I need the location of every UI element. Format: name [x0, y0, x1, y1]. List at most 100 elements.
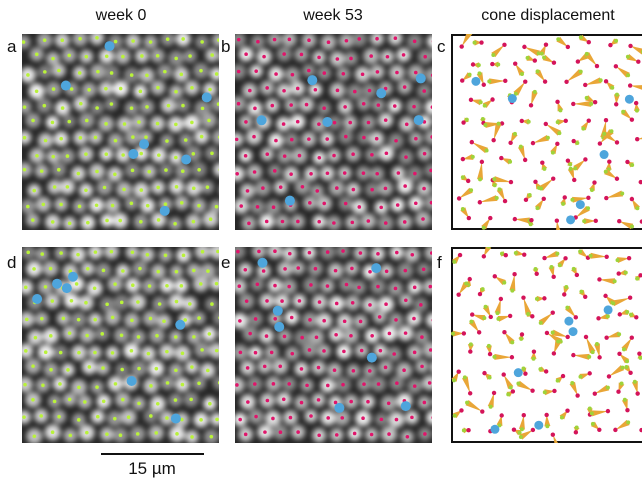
cone-marker [335, 186, 339, 190]
start-dot [528, 193, 532, 197]
start-dot [542, 56, 546, 60]
start-dot [510, 289, 514, 293]
cone-marker [188, 302, 192, 306]
end-dot [598, 141, 602, 145]
end-dot [542, 197, 546, 201]
end-dot [613, 428, 617, 432]
cone-marker [325, 137, 329, 141]
start-dot [624, 365, 628, 369]
cone-marker [227, 85, 231, 89]
end-dot [606, 409, 610, 413]
start-dot [463, 375, 467, 379]
cone-marker [379, 206, 383, 210]
start-dot [635, 277, 639, 281]
end-dot [596, 316, 600, 320]
cone [434, 426, 449, 441]
end-dot [583, 295, 587, 299]
start-dot [614, 39, 618, 43]
start-dot [555, 252, 559, 256]
start-dot [533, 90, 537, 94]
cone-marker [130, 202, 134, 206]
cone-marker [59, 137, 63, 141]
cone-marker [130, 349, 134, 353]
cone-marker [431, 416, 435, 420]
cone-marker [156, 54, 160, 58]
start-dot [469, 342, 473, 346]
cone-marker [163, 70, 167, 74]
cone-marker [190, 121, 194, 125]
cone-marker [210, 53, 214, 57]
cone-marker [362, 102, 366, 106]
cone-marker [376, 252, 380, 256]
end-dot [563, 195, 567, 199]
start-dot [578, 250, 582, 254]
end-dot [574, 315, 578, 319]
end-dot [614, 64, 618, 68]
start-dot [617, 332, 621, 336]
end-dot [542, 296, 546, 300]
cone-marker [102, 399, 106, 403]
cone-marker [333, 121, 337, 125]
cone-marker [290, 352, 294, 356]
end-dot [574, 430, 578, 434]
cone-marker [181, 104, 185, 108]
cone-marker [370, 334, 374, 338]
start-dot [620, 191, 624, 195]
cone [431, 359, 447, 375]
cone-marker [273, 317, 277, 321]
cone-marker [357, 286, 361, 290]
start-dot [519, 337, 523, 341]
start-dot [558, 108, 562, 112]
start-dot [484, 305, 488, 309]
end-dot [571, 139, 575, 143]
cone-marker [23, 168, 27, 172]
start-dot [599, 78, 603, 82]
cone-marker [121, 269, 125, 273]
start-dot [570, 198, 574, 202]
end-dot [461, 120, 465, 124]
cone-marker [248, 89, 252, 93]
cone-marker [384, 187, 388, 191]
cone-marker [190, 365, 194, 369]
end-dot [459, 408, 463, 412]
cone-marker [282, 398, 286, 402]
cone-marker [181, 169, 185, 173]
cone-marker [131, 39, 135, 43]
cone-marker [95, 36, 99, 40]
cone-marker [307, 69, 311, 73]
cone-marker [432, 40, 436, 44]
cone-marker [384, 302, 388, 306]
blue-marker [508, 94, 517, 103]
cone-marker [199, 69, 203, 73]
start-dot [595, 342, 599, 346]
end-dot [604, 196, 608, 200]
cone-marker [317, 220, 321, 224]
cone-marker [197, 168, 201, 172]
cone-marker [290, 316, 294, 320]
cone-marker [256, 282, 260, 286]
cone-marker [376, 70, 380, 74]
start-dot [495, 196, 499, 200]
start-dot [568, 162, 572, 166]
cone-marker [85, 334, 89, 338]
start-dot [589, 254, 593, 258]
cone-marker [343, 105, 347, 109]
cone-marker [342, 72, 346, 76]
cone-marker [308, 318, 312, 322]
end-dot [595, 64, 599, 68]
cone-marker [282, 122, 286, 126]
blue-marker [175, 320, 185, 330]
retina-image [229, 244, 450, 443]
blue-marker [52, 279, 62, 289]
start-dot [629, 313, 633, 317]
end-dot [522, 413, 526, 417]
cone [425, 67, 441, 83]
start-dot [565, 306, 569, 310]
start-dot [546, 136, 550, 140]
blue-marker [127, 376, 137, 386]
start-dot [613, 279, 617, 283]
cone-marker [59, 351, 63, 355]
cone-marker [238, 418, 242, 422]
start-dot [492, 355, 496, 359]
blue-marker [576, 200, 585, 209]
